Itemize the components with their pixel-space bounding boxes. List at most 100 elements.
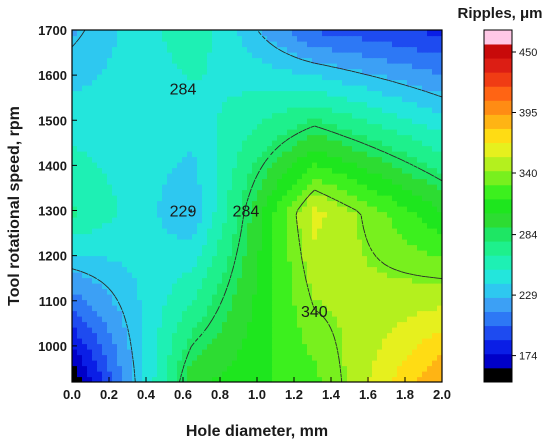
contour-cell xyxy=(182,206,188,213)
contour-cell xyxy=(312,316,318,323)
contour-cell xyxy=(237,189,243,196)
contour-cell xyxy=(212,68,218,75)
contour-cell xyxy=(322,343,328,350)
contour-cell xyxy=(252,371,258,378)
contour-cell xyxy=(152,294,158,301)
contour-cell xyxy=(407,123,413,130)
contour-cell xyxy=(352,288,358,295)
contour-cell xyxy=(287,200,293,207)
contour-cell xyxy=(167,272,173,279)
contour-cell xyxy=(112,371,118,378)
contour-cell xyxy=(207,140,213,147)
contour-cell xyxy=(272,107,278,114)
contour-cell xyxy=(302,261,308,268)
contour-cell xyxy=(427,162,433,169)
contour-cell xyxy=(72,250,78,257)
contour-cell xyxy=(367,343,373,350)
contour-cell xyxy=(427,288,433,295)
contour-cell xyxy=(262,52,268,59)
contour-cell xyxy=(397,162,403,169)
contour-cell xyxy=(232,255,238,262)
contour-cell xyxy=(387,222,393,229)
contour-cell xyxy=(97,173,103,180)
contour-cell xyxy=(137,123,143,130)
contour-cell xyxy=(407,68,413,75)
contour-cell xyxy=(152,112,158,119)
contour-cell xyxy=(367,338,373,345)
contour-cell xyxy=(327,156,333,163)
contour-cell xyxy=(297,283,303,290)
contour-cell xyxy=(357,332,363,339)
contour-cell xyxy=(107,173,113,180)
contour-cell xyxy=(287,129,293,136)
contour-cell xyxy=(427,145,433,152)
contour-cell xyxy=(327,211,333,218)
contour-cell xyxy=(242,217,248,224)
contour-cell xyxy=(417,250,423,257)
contour-cell xyxy=(327,255,333,262)
contour-cell xyxy=(157,200,163,207)
contour-cell xyxy=(82,299,88,306)
contour-cell xyxy=(247,228,253,235)
contour-cell xyxy=(422,96,428,103)
contour-cell xyxy=(87,101,93,108)
contour-cell xyxy=(332,283,338,290)
contour-cell xyxy=(207,244,213,251)
contour-cell xyxy=(382,90,388,97)
contour-cell xyxy=(402,140,408,147)
contour-cell xyxy=(82,129,88,136)
contour-cell xyxy=(222,283,228,290)
contour-cell xyxy=(352,316,358,323)
contour-cell xyxy=(182,250,188,257)
contour-cell xyxy=(267,52,273,59)
contour-cell xyxy=(112,107,118,114)
contour-cell xyxy=(382,85,388,92)
contour-cell xyxy=(222,74,228,81)
contour-cell xyxy=(232,211,238,218)
contour-cell xyxy=(152,85,158,92)
contour-cell xyxy=(397,52,403,59)
contour-cell xyxy=(432,376,438,382)
contour-cell xyxy=(237,178,243,185)
contour-cell xyxy=(127,233,133,240)
contour-cell xyxy=(192,162,198,169)
contour-cell xyxy=(237,134,243,141)
contour-cell xyxy=(242,283,248,290)
contour-cell xyxy=(392,299,398,306)
contour-cell xyxy=(432,299,438,306)
contour-cell xyxy=(332,156,338,163)
contour-cell xyxy=(237,244,243,251)
contour-cell xyxy=(172,250,178,257)
contour-cell xyxy=(222,79,228,86)
contour-cell xyxy=(382,134,388,141)
contour-cell xyxy=(387,129,393,136)
contour-cell xyxy=(322,162,328,169)
contour-cell xyxy=(407,184,413,191)
contour-cell xyxy=(192,283,198,290)
contour-cell xyxy=(172,360,178,367)
contour-cell xyxy=(372,371,378,378)
contour-cell xyxy=(162,360,168,367)
contour-cell xyxy=(422,228,428,235)
contour-cell xyxy=(272,145,278,152)
contour-cell xyxy=(332,332,338,339)
contour-cell xyxy=(417,283,423,290)
contour-cell xyxy=(377,222,383,229)
contour-cell xyxy=(242,305,248,312)
contour-cell xyxy=(367,112,373,119)
contour-cell xyxy=(82,41,88,48)
contour-cell xyxy=(282,239,288,246)
contour-cell xyxy=(77,206,83,213)
contour-cell xyxy=(382,57,388,64)
contour-cell xyxy=(202,68,208,75)
contour-cell xyxy=(437,90,442,97)
contour-cell xyxy=(357,68,363,75)
contour-cell xyxy=(322,184,328,191)
contour-cell xyxy=(387,217,393,224)
contour-cell xyxy=(357,222,363,229)
contour-cell xyxy=(147,305,153,312)
contour-cell xyxy=(292,74,298,81)
contour-cell xyxy=(92,294,98,301)
contour-cell xyxy=(312,79,318,86)
contour-cell xyxy=(427,299,433,306)
